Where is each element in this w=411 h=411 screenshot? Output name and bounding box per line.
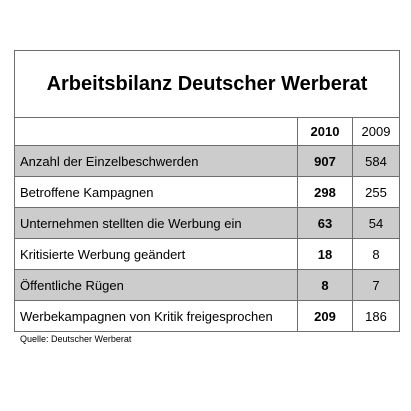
row-label: Werbekampagnen von Kritik freigesprochen <box>14 300 298 332</box>
value-2009: 54 <box>352 207 400 239</box>
table-row: Öffentliche Rügen 8 7 <box>14 269 400 301</box>
value-2010: 8 <box>297 269 353 301</box>
value-2009: 7 <box>352 269 400 301</box>
header-label-cell <box>14 117 298 146</box>
value-2009: 8 <box>352 238 400 270</box>
table-row: Unternehmen stellten die Werbung ein 63 54 <box>14 207 400 239</box>
value-2009: 186 <box>352 300 400 332</box>
header-2009: 2009 <box>352 117 400 146</box>
table-row: Anzahl der Einzelbeschwerden 907 584 <box>14 145 400 177</box>
source-note: Quelle: Deutscher Werberat <box>20 334 132 344</box>
value-2010: 298 <box>297 176 353 208</box>
row-label: Kritisierte Werbung geändert <box>14 238 298 270</box>
value-2010: 63 <box>297 207 353 239</box>
value-2010: 18 <box>297 238 353 270</box>
value-2009: 584 <box>352 145 400 177</box>
table-row: Kritisierte Werbung geändert 18 8 <box>14 238 400 270</box>
value-2010: 209 <box>297 300 353 332</box>
table-row: Werbekampagnen von Kritik freigesprochen… <box>14 300 400 332</box>
data-table: Arbeitsbilanz Deutscher Werberat 2010 20… <box>14 50 400 332</box>
header-2010: 2010 <box>297 117 353 146</box>
value-2010: 907 <box>297 145 353 177</box>
row-label: Anzahl der Einzelbeschwerden <box>14 145 298 177</box>
row-label: Betroffene Kampagnen <box>14 176 298 208</box>
table-container: Arbeitsbilanz Deutscher Werberat 2010 20… <box>14 50 400 332</box>
table-row: Betroffene Kampagnen 298 255 <box>14 176 400 208</box>
table-title: Arbeitsbilanz Deutscher Werberat <box>14 50 400 118</box>
row-label: Öffentliche Rügen <box>14 269 298 301</box>
table-body: Arbeitsbilanz Deutscher Werberat 2010 20… <box>14 50 400 332</box>
header-row: 2010 2009 <box>14 117 400 146</box>
row-label: Unternehmen stellten die Werbung ein <box>14 207 298 239</box>
title-row: Arbeitsbilanz Deutscher Werberat <box>14 50 400 118</box>
value-2009: 255 <box>352 176 400 208</box>
